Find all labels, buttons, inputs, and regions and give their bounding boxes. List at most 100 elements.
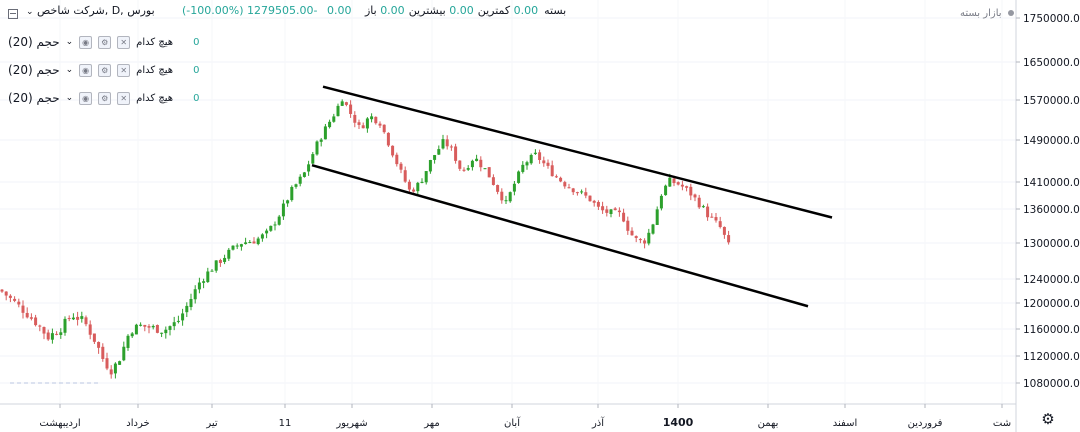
symbol-title[interactable]: ⌄ شرکت شاخص, D, بورس [26,4,155,17]
candle-body [164,329,168,334]
candle-body [428,160,432,172]
eye-icon[interactable]: ◉ [79,63,93,77]
candle-body [647,232,651,244]
chevron-down-icon[interactable]: ⌄ [26,7,34,17]
candle-body [302,172,306,177]
candle-body [483,168,487,170]
chevron-down-icon[interactable]: ⌄ [65,93,74,103]
candle-body [580,191,584,193]
candle-body [416,182,420,192]
candle-body [525,162,529,166]
chevron-down-icon[interactable]: ⌄ [65,65,74,75]
candle-body [252,241,256,244]
close-icon[interactable]: ✕ [117,63,131,77]
gear-icon[interactable]: ⚙ [98,35,112,49]
candle-body [344,102,348,105]
candle-body [239,244,243,247]
collapse-legend-icon[interactable] [8,9,18,19]
open-label: باز [364,4,377,17]
candle-body [29,317,33,319]
candle-body [92,333,96,342]
candle-body [281,203,285,217]
candle-body [458,160,462,169]
gear-icon[interactable]: ⚙ [98,91,112,105]
candle-body [596,201,600,207]
candle-body [260,234,264,239]
candle-body [508,192,512,202]
candle-body [517,171,521,183]
legend-row-2[interactable]: حجم (20) ⌄ ◉ ⚙ ✕ هیچ کدام 0 [8,59,199,81]
y-tick-label: 1490000.00 [1023,135,1080,147]
candles [0,99,731,379]
candle-body [319,139,323,142]
high-label: بیشترین [408,4,446,17]
close-value: 0.00 [513,4,539,17]
candle-body [155,324,159,333]
legend-none-label: هیچ کدام [136,36,174,48]
candle-body [554,176,558,178]
candle-body [361,125,365,129]
candle-body [76,316,80,320]
candle-body [479,159,483,168]
low-value: 0.00 [449,4,474,17]
candle-body [424,171,428,183]
candle-body [290,186,294,201]
candle-body [197,282,201,290]
zero-value: 0.00 [326,4,352,17]
candle-body [63,318,67,333]
close-icon[interactable]: ✕ [117,35,131,49]
candle-body [231,245,235,250]
candle-body [34,317,38,326]
legend-row-3[interactable]: حجم (20) ⌄ ◉ ⚙ ✕ هیچ کدام 0 [8,87,199,109]
y-tick-label: 1750000.00 [1023,13,1080,25]
candle-body [685,186,689,188]
y-tick-label: 1080000.00 [1023,378,1080,390]
channel-lower-line [311,163,809,308]
close-icon[interactable]: ✕ [117,91,131,105]
candle-body [193,289,197,300]
chevron-down-icon[interactable]: ⌄ [65,37,74,47]
time-axis: اردیبهشت خرداد تیر 11 شهریور مهر آبان آذر 1400 به… [0,403,1016,429]
candle-body [311,154,315,164]
legend-row-1[interactable]: حجم (20) ⌄ ◉ ⚙ ✕ هیچ کدام 0 [8,31,199,53]
candle-body [693,194,697,198]
candle-body [630,230,634,236]
candle-body [676,182,680,185]
candle-body [21,305,25,313]
candle-body [433,155,437,160]
candle-body [265,230,269,234]
candle-body [559,177,563,182]
gear-icon[interactable]: ⚙ [98,63,112,77]
candle-body [286,200,290,204]
candle-body [80,316,84,319]
candle-body [626,220,630,231]
candle-body [659,195,663,209]
gear-icon[interactable]: ⚙ [1041,410,1055,428]
candle-body [643,240,647,244]
candle-body [449,146,453,148]
candle-body [504,200,508,202]
candle-body [370,116,374,120]
eye-icon[interactable]: ◉ [79,91,93,105]
y-tick-label: 1360000.00 [1023,204,1080,216]
candle-body [710,216,714,218]
candle-body [323,126,327,140]
candle-body [109,369,113,375]
candle-body [46,332,50,340]
candle-body [181,313,185,321]
candle-body [655,209,659,225]
candle-body [529,154,533,164]
candle-body [168,326,172,330]
legend-none-label: هیچ کدام [136,64,174,76]
market-status-label: بازار بسته [960,8,1002,19]
candle-body [143,324,147,327]
candle-body [609,209,613,215]
candle-body [206,271,210,283]
candle-body [546,162,550,166]
candle-body [235,245,239,247]
eye-icon[interactable]: ◉ [79,35,93,49]
candle-body [248,242,252,244]
candle-body [512,183,516,192]
candle-body [160,332,164,334]
